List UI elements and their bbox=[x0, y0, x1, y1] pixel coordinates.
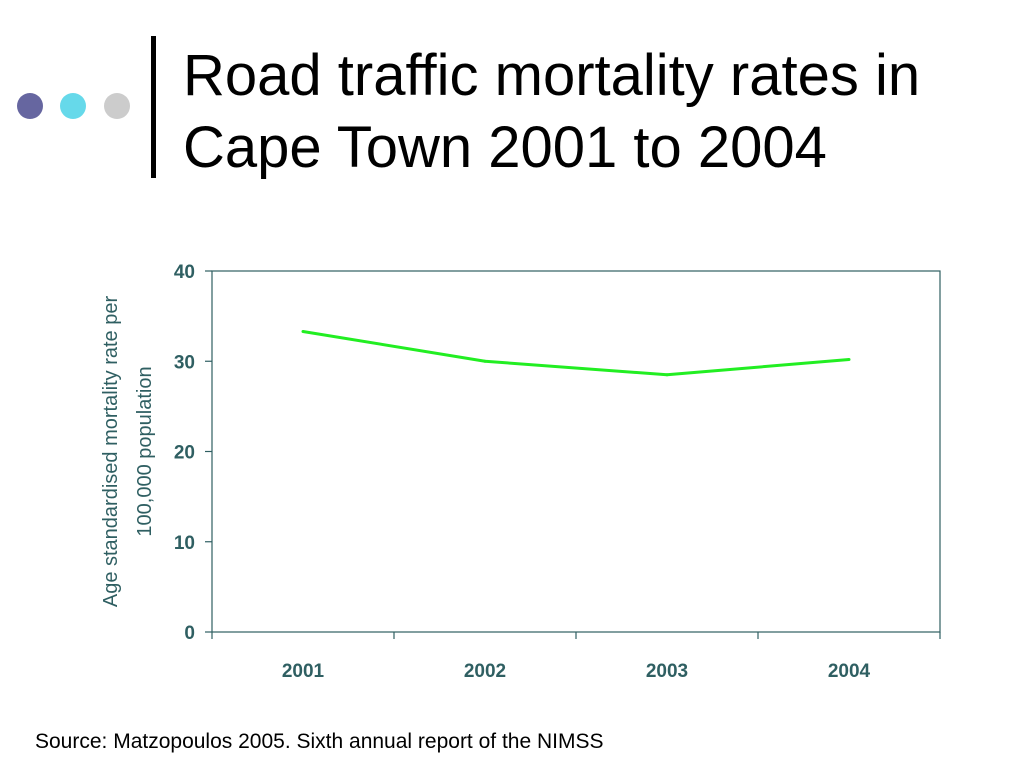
y-axis-ticks: 0 10 20 30 40 bbox=[174, 262, 212, 644]
slide-title-line-2: Cape Town 2001 to 2004 bbox=[183, 115, 827, 180]
slide-title-line-1: Road traffic mortality rates in bbox=[183, 43, 921, 108]
x-axis-ticks: 2001 2002 2003 2004 bbox=[211, 632, 941, 682]
data-point bbox=[847, 357, 851, 361]
x-tick-label: 2001 bbox=[282, 661, 325, 682]
plot-frame bbox=[211, 270, 941, 633]
source-note: Source: Matzopoulos 2005. Sixth annual r… bbox=[35, 730, 604, 753]
x-tick-label: 2004 bbox=[828, 661, 871, 682]
y-tick-label: 20 bbox=[174, 443, 195, 464]
y-axis-label-line-1: Age standardised mortality rate per bbox=[100, 296, 122, 608]
data-point bbox=[483, 359, 487, 363]
plot-area-border bbox=[211, 270, 941, 633]
decor-dot-purple bbox=[17, 93, 43, 119]
title-divider bbox=[151, 36, 156, 178]
decor-dot-gray bbox=[104, 93, 130, 119]
x-tick-label: 2003 bbox=[646, 661, 688, 682]
y-tick-label: 40 bbox=[174, 262, 195, 283]
y-axis-label-line-2: 100,000 population bbox=[134, 366, 156, 536]
x-tick-label: 2002 bbox=[464, 661, 506, 682]
slide-title: Road traffic mortality rates in Cape Tow… bbox=[183, 40, 1003, 184]
y-tick-label: 0 bbox=[184, 623, 195, 644]
data-point bbox=[665, 373, 669, 377]
data-point bbox=[301, 329, 305, 333]
y-tick-label: 30 bbox=[174, 352, 195, 373]
decor-dot-cyan bbox=[60, 93, 86, 119]
y-tick-label: 10 bbox=[174, 533, 195, 554]
series-line bbox=[302, 329, 850, 377]
series-group bbox=[301, 329, 851, 377]
